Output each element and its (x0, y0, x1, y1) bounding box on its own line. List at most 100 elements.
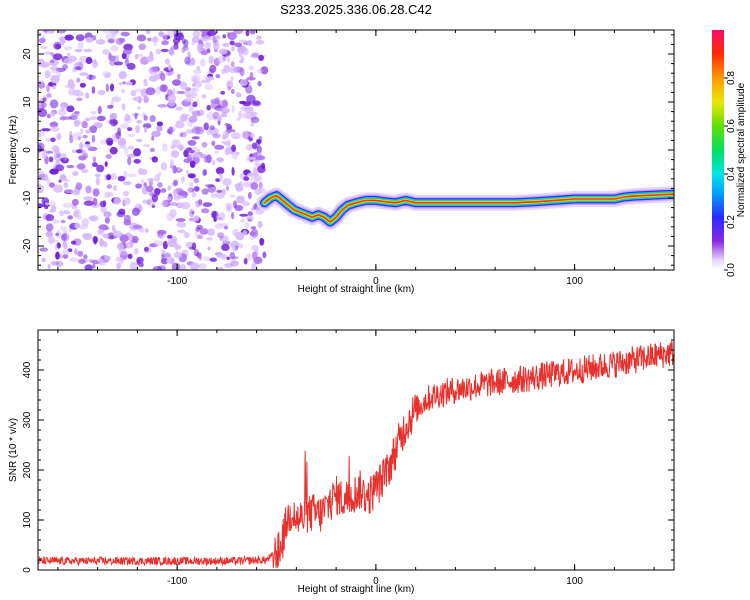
noise-blob (123, 147, 129, 155)
noise-blob (206, 111, 215, 121)
noise-blob (142, 199, 147, 204)
noise-blob (133, 148, 142, 157)
noise-blob (241, 130, 249, 139)
noise-blob (55, 251, 60, 260)
noise-blob (171, 262, 181, 270)
noise-blob (199, 228, 209, 235)
noise-blob (75, 182, 83, 190)
noise-blob (172, 79, 182, 86)
noise-blob (41, 128, 51, 132)
noise-blob (216, 189, 223, 193)
noise-blob (46, 150, 54, 154)
noise-blob (169, 257, 175, 265)
noise-blob (166, 258, 171, 264)
noise-blob (226, 256, 230, 260)
noise-blob (73, 111, 80, 114)
noise-blob (251, 142, 258, 149)
noise-blob (91, 59, 98, 69)
snr-x-ticks: -100 0 100 (57, 330, 655, 587)
noise-blob (123, 181, 132, 186)
noise-blob (62, 202, 73, 208)
noise-blob (105, 154, 112, 159)
noise-blob (227, 32, 237, 41)
noise-blob (230, 75, 234, 82)
noise-blob (214, 105, 224, 112)
noise-blob (214, 144, 225, 150)
noise-blob (108, 52, 112, 58)
noise-blob (153, 240, 163, 247)
noise-blob (80, 91, 84, 97)
noise-blob (172, 189, 177, 197)
noise-blob (109, 112, 118, 121)
noise-blob (91, 134, 96, 143)
noise-blob (192, 101, 198, 108)
noise-blob (174, 32, 184, 41)
noise-blob (143, 81, 148, 87)
noise-blob (246, 215, 255, 220)
noise-blob (240, 218, 245, 223)
noise-blob (62, 226, 68, 235)
noise-blob (239, 67, 245, 77)
noise-blob (222, 42, 230, 47)
noise-blob (202, 35, 211, 42)
noise-blob (123, 43, 133, 51)
noise-blob (170, 158, 174, 168)
noise-blob (198, 262, 207, 270)
noise-blob (160, 48, 169, 53)
noise-blob (136, 120, 142, 124)
noise-blob (50, 137, 56, 143)
noise-blob (250, 226, 257, 230)
noise-blob (118, 82, 124, 86)
noise-blob (220, 113, 228, 118)
noise-blob (41, 257, 46, 263)
noise-blob (193, 87, 200, 93)
noise-blob (157, 182, 163, 188)
noise-blob (50, 52, 55, 57)
noise-blob (191, 211, 195, 215)
noise-blob (109, 60, 117, 66)
snr-series-line (38, 340, 674, 569)
noise-blob (109, 146, 118, 155)
noise-blob (230, 46, 235, 52)
noise-blob (116, 242, 124, 251)
noise-blob (233, 30, 243, 35)
noise-blob (126, 62, 136, 70)
noise-blob (196, 43, 204, 52)
noise-blob (159, 72, 166, 82)
noise-blob (112, 119, 119, 125)
noise-blob (175, 106, 183, 111)
noise-blob (63, 182, 69, 189)
noise-blob (122, 197, 131, 206)
noise-blob (136, 256, 144, 264)
noise-blob (84, 264, 93, 270)
noise-blob (104, 161, 108, 168)
noise-blob (187, 51, 192, 60)
noise-blob (69, 134, 74, 144)
noise-blob (106, 174, 112, 181)
noise-blob (256, 145, 262, 155)
noise-blob (150, 37, 160, 43)
noise-blob (250, 53, 260, 58)
noise-blob (201, 188, 209, 195)
noise-blob (134, 248, 139, 255)
noise-blob (132, 235, 139, 244)
noise-blob (68, 83, 76, 89)
noise-blob (194, 215, 200, 221)
noise-blob (180, 131, 187, 138)
spectrogram-x-ticks: -100 0 100 (57, 30, 655, 287)
noise-blob (123, 219, 132, 226)
noise-blob (223, 225, 229, 230)
noise-blob (201, 208, 210, 214)
noise-blob (160, 258, 168, 265)
noise-blob (164, 58, 170, 65)
noise-blob (119, 123, 130, 129)
noise-blob (209, 257, 217, 262)
noise-blob (83, 196, 93, 201)
noise-blob (63, 210, 71, 215)
noise-blob (49, 168, 59, 175)
noise-blob (161, 40, 170, 46)
noise-blob (222, 134, 227, 140)
noise-blob (217, 114, 221, 121)
noise-blob (98, 261, 106, 266)
noise-blob (196, 65, 201, 71)
